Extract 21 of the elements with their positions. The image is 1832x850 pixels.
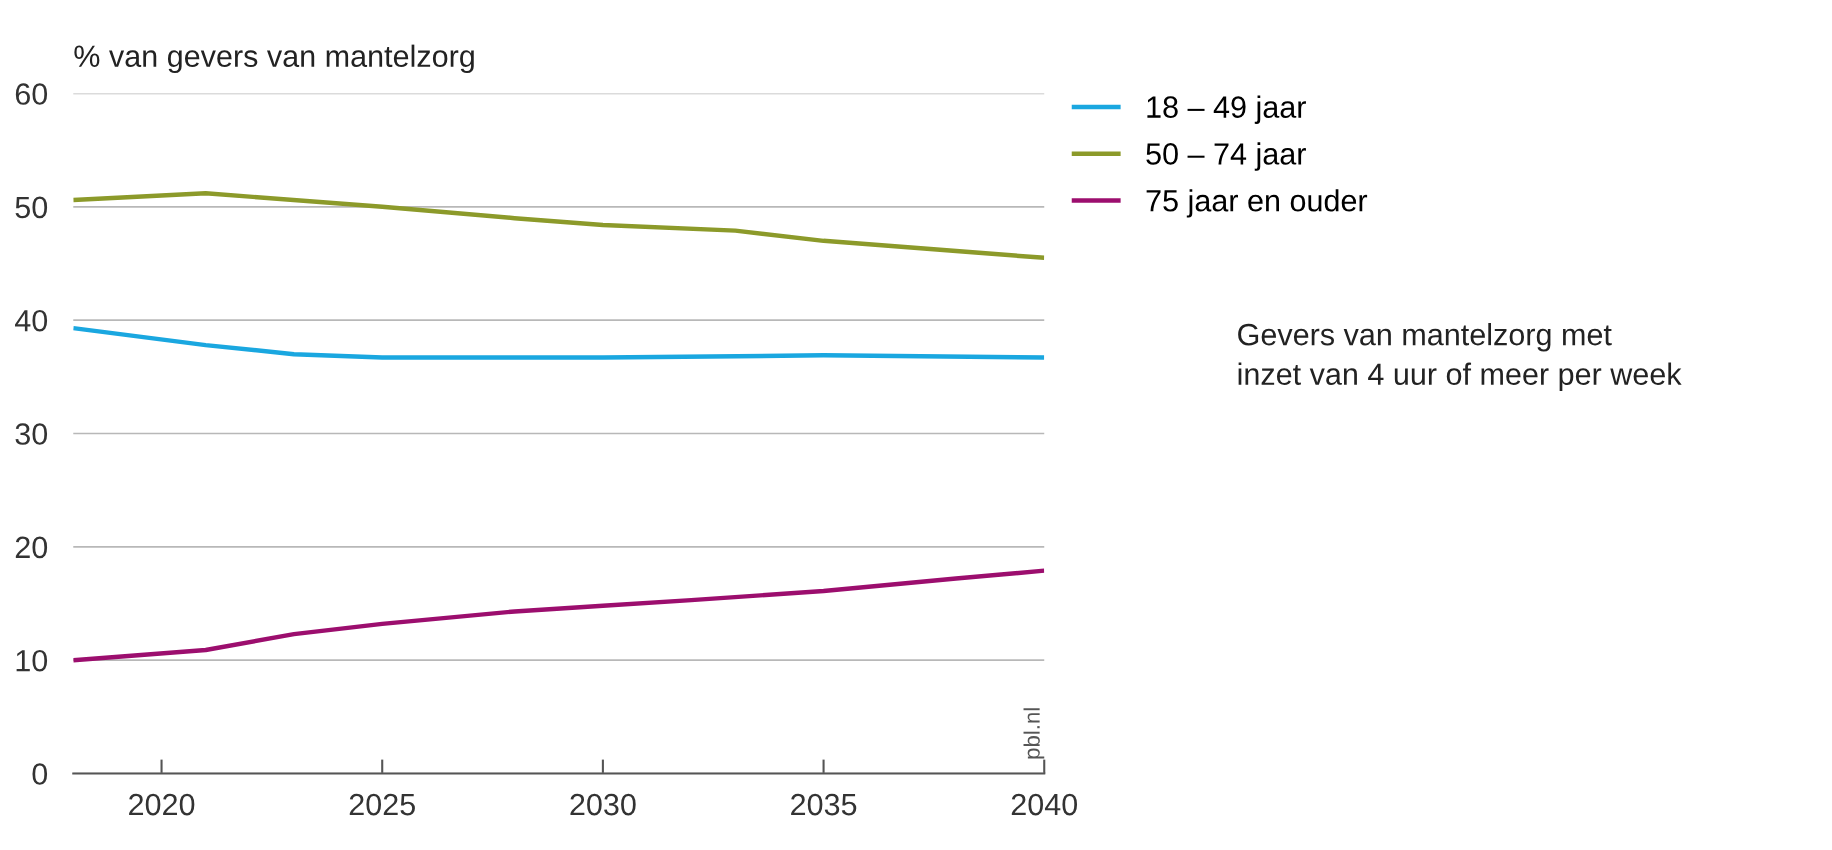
x-tick-label: 2030 bbox=[570, 793, 636, 816]
text: Gevers van mantelzorg met inzet van 4 uur of meer per week bbox=[1238, 323, 1682, 392]
y-tick-label: 50 bbox=[15, 196, 48, 219]
y-tick-label: 30 bbox=[15, 423, 48, 445]
y-tick-label: 10 bbox=[16, 649, 48, 672]
legend-label: 50 – 74 jaar bbox=[1146, 142, 1306, 171]
x-tick-label: 2035 bbox=[791, 793, 857, 816]
y-tick-label: 20 bbox=[15, 536, 48, 559]
legend-label: 75 jaar en ouder bbox=[1146, 189, 1368, 218]
line-series bbox=[73, 325, 1045, 360]
x-tick-label: 2025 bbox=[349, 793, 415, 816]
x-tick-label: 2040 bbox=[1011, 793, 1078, 816]
legend-label: 18 – 49 jaar bbox=[1147, 95, 1306, 124]
annotation: pbl.nl bbox=[1023, 708, 1045, 759]
x-tick-label: 2020 bbox=[129, 793, 195, 816]
y-tick-label: 40 bbox=[15, 309, 48, 332]
y-tick-label: 60 bbox=[15, 83, 48, 105]
line-series bbox=[73, 568, 1045, 663]
line-series bbox=[73, 191, 1045, 261]
y-tick-label: 0 bbox=[32, 763, 48, 785]
y-axis-title: % van gevers van mantelzorg bbox=[74, 44, 474, 74]
